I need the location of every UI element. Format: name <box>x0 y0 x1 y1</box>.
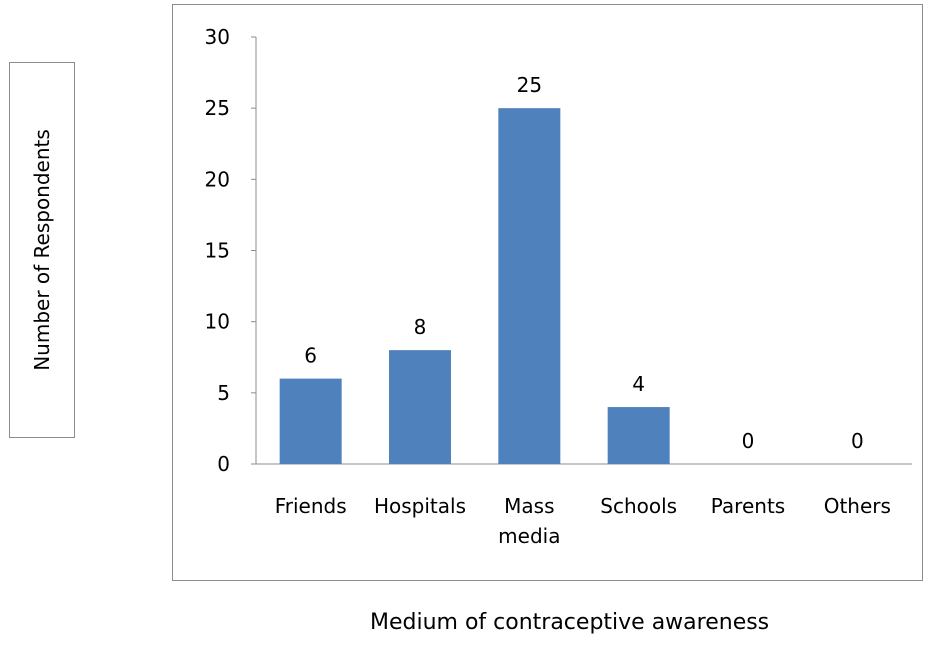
bar-0 <box>279 378 342 464</box>
bar-3 <box>607 407 670 464</box>
y-tick-label: 15 <box>205 239 230 263</box>
data-label: 8 <box>414 315 427 339</box>
y-tick-label: 5 <box>217 381 230 405</box>
data-label: 0 <box>851 429 864 453</box>
y-tick-label: 25 <box>205 96 230 120</box>
plot-area-frame <box>172 4 923 581</box>
data-label: 4 <box>632 372 645 396</box>
x-tick-label: Others <box>824 494 891 518</box>
y-tick-label: 0 <box>217 452 230 476</box>
x-tick-label: Mass <box>504 494 554 518</box>
bar-chart: 0 5 10 15 20 25 30 6 Friends 8 Hospitals 25 Mass medi… <box>205 25 912 548</box>
data-label: 6 <box>304 344 317 368</box>
y-tick-label: 10 <box>205 310 230 334</box>
x-tick-label: Friends <box>275 494 347 518</box>
x-axis-label: Medium of contraceptive awareness <box>370 610 770 635</box>
x-tick-label: Parents <box>711 494 785 518</box>
data-label: 0 <box>742 429 755 453</box>
y-tick-label: 20 <box>205 167 230 191</box>
data-label: 25 <box>517 73 542 97</box>
x-tick-label: media <box>498 524 560 548</box>
x-tick-label: Schools <box>600 494 677 518</box>
y-axis-label-box: Number of Respondents <box>9 62 75 438</box>
y-tick-label: 30 <box>205 25 230 49</box>
x-tick-label: Hospitals <box>374 494 466 518</box>
bar-2 <box>498 108 561 465</box>
bar-1 <box>389 350 451 464</box>
